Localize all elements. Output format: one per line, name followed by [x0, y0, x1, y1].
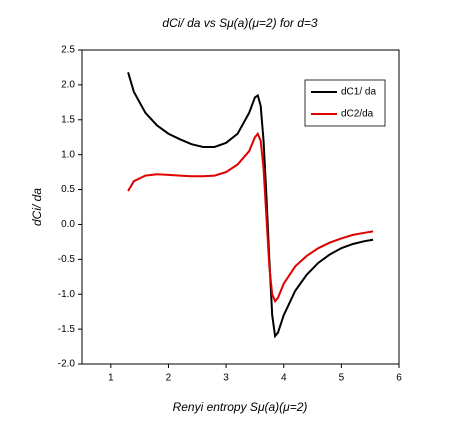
plot-frame: [81, 49, 400, 365]
y-tick-label: 2.0: [61, 80, 75, 91]
x-tick-label: 4: [281, 373, 287, 384]
line-series: [127, 131, 374, 304]
x-axis-label: Renyi entropy Sμ(a)(μ=2): [173, 400, 308, 414]
x-tick-label: 5: [339, 373, 345, 384]
y-tick-label: 1.0: [61, 149, 75, 160]
y-tick-label: -0.5: [58, 254, 76, 265]
y-tick-label: 0.5: [61, 184, 75, 195]
y-tick-label: 1.5: [61, 114, 75, 125]
y-tick-label: -1.5: [58, 324, 76, 335]
y-tick-label: 2.5: [61, 45, 75, 56]
x-tick-label: 3: [223, 373, 229, 384]
y-tick-label: 0.0: [61, 219, 75, 230]
y-tick-label: -2.0: [58, 359, 76, 370]
line-series: [127, 72, 374, 339]
x-tick-label: 2: [166, 373, 172, 384]
y-tick-label: -1.0: [58, 289, 76, 300]
legend-label: dC2/da: [341, 109, 374, 120]
legend-box: [304, 79, 386, 127]
chart-title: dCi/ da vs Sμ(a)(μ=2) for d=3: [162, 16, 318, 30]
legend-label: dC1/ da: [341, 87, 376, 98]
y-axis-label: dCi/ da: [30, 188, 44, 226]
x-tick-label: 1: [108, 373, 114, 384]
x-tick-label: 6: [396, 373, 402, 384]
